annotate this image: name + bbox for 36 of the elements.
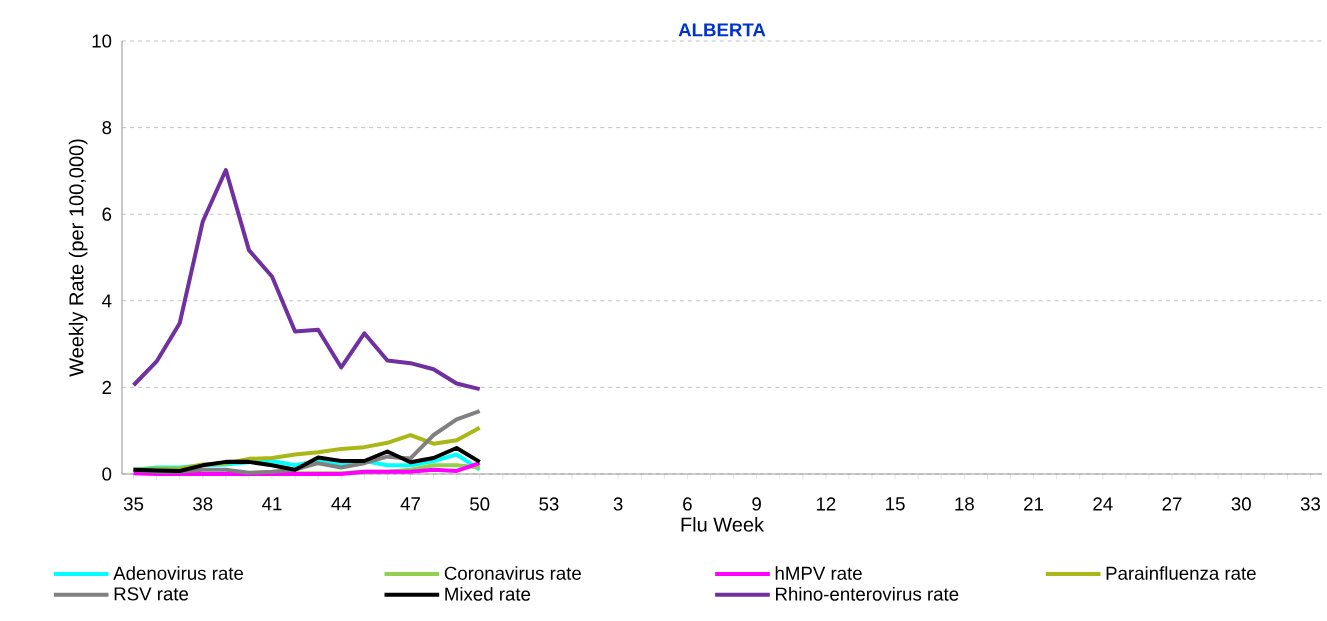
x-tick-label: 24 [1093, 497, 1113, 511]
chart-title: ALBERTA [678, 23, 766, 37]
legend-label: hMPV rate [775, 566, 862, 580]
legend-label: Parainfluenza rate [1106, 566, 1256, 580]
legend-label: Mixed rate [445, 587, 531, 601]
y-tick-label: 4 [102, 294, 112, 308]
x-tick-label: 3 [613, 497, 623, 511]
y-tick-label: 8 [102, 120, 112, 135]
x-tick-label: 41 [262, 497, 282, 511]
x-tick-label: 35 [123, 497, 144, 511]
y-tick-label: 6 [102, 207, 112, 221]
x-tick-label: 50 [470, 497, 490, 511]
x-tick-label: 38 [193, 497, 213, 511]
x-tick-label: 9 [752, 497, 761, 511]
x-tick-label: 18 [955, 497, 974, 511]
x-tick-label: 6 [683, 497, 692, 511]
legend-label: Coronavirus rate [444, 566, 581, 580]
x-tick-label: 12 [816, 497, 836, 511]
legend-label: Adenovirus rate [113, 566, 244, 580]
x-axis-title: Flu Week [681, 517, 765, 532]
line-series [131, 446, 482, 473]
x-tick-label: 33 [1300, 497, 1321, 511]
line-series [131, 168, 482, 392]
y-tick-label: 0 [102, 467, 112, 481]
y-axis-title: Weekly Rate (per 100,000) [68, 139, 88, 377]
x-tick-label: 15 [886, 497, 905, 511]
x-tick-label: 30 [1231, 497, 1251, 511]
x-tick-label: 21 [1024, 497, 1044, 511]
x-tick-label: 53 [539, 497, 559, 511]
y-tick-label: 2 [102, 380, 112, 394]
legend-label: Rhino-enterovirus rate [776, 587, 959, 601]
x-tick-label: 27 [1162, 497, 1182, 511]
legend-label: RSV rate [114, 587, 189, 601]
x-tick-label: 47 [400, 497, 420, 511]
y-tick-label: 10 [92, 34, 112, 48]
x-tick-label: 44 [331, 497, 352, 511]
